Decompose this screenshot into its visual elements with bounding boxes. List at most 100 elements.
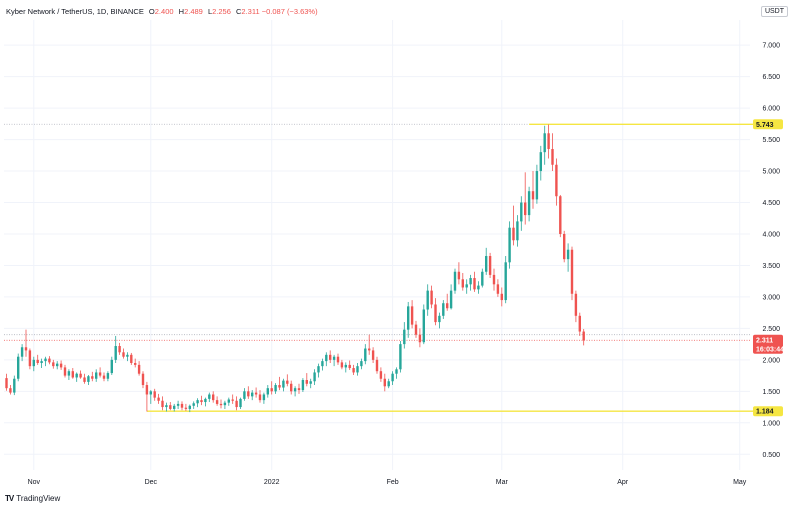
candle-body xyxy=(547,133,550,150)
candle-body xyxy=(219,403,223,406)
candle-body xyxy=(5,378,8,389)
candle-body xyxy=(449,290,453,309)
candle-body xyxy=(184,407,188,409)
candle-body xyxy=(67,371,71,376)
y-tick-label: 4.000 xyxy=(762,231,780,238)
symbol-legend: Kyber Network / TetherUS, 1D, BINANCE O2… xyxy=(6,7,318,16)
candle-body xyxy=(28,350,32,367)
candle-body xyxy=(134,363,137,365)
candle-body xyxy=(438,315,441,323)
candle-body xyxy=(17,356,20,379)
candle-body xyxy=(215,400,219,404)
high-value: 2.489 xyxy=(184,7,203,16)
candle-body xyxy=(352,368,355,373)
candle-body xyxy=(223,402,227,406)
candle-body xyxy=(570,249,574,294)
candle-body xyxy=(278,385,281,388)
candle-body xyxy=(251,392,254,397)
candle-body xyxy=(247,391,250,397)
candle-body xyxy=(508,227,511,263)
candle-body xyxy=(141,373,145,386)
candle-body xyxy=(286,380,289,384)
candle-body xyxy=(63,367,67,376)
candle-body xyxy=(473,278,476,290)
candle-body xyxy=(395,369,398,374)
candle-body xyxy=(512,227,515,241)
candle-body xyxy=(496,284,500,294)
candle-body xyxy=(410,306,414,325)
candle-body xyxy=(539,152,542,172)
candle-body xyxy=(192,403,195,406)
candle-body xyxy=(231,399,234,401)
candle-body xyxy=(196,400,199,404)
x-tick-label: Nov xyxy=(28,479,41,486)
candle-body xyxy=(79,373,82,378)
candle-body xyxy=(492,274,496,285)
candle-body xyxy=(555,164,558,197)
candle-body xyxy=(485,256,488,272)
candle-body xyxy=(313,372,316,382)
candle-body xyxy=(399,344,402,370)
time-axis[interactable]: NovDec2022FebMarAprMayJun xyxy=(28,479,800,486)
last-price-label-text: 2.311 xyxy=(756,337,773,344)
candle-body xyxy=(305,380,308,384)
candle-body xyxy=(578,315,581,332)
candle-body xyxy=(71,371,74,378)
currency-button[interactable]: USDT xyxy=(760,6,788,17)
x-tick-label: Mar xyxy=(496,479,509,486)
candle-body xyxy=(371,350,375,360)
candle-body xyxy=(317,366,320,373)
level-price-label xyxy=(753,406,783,417)
candle-body xyxy=(126,354,129,357)
candle-body xyxy=(106,373,110,379)
candle-body xyxy=(44,358,47,362)
last-price-label-text: 16:03:44 xyxy=(756,346,784,353)
candle-body xyxy=(262,394,266,401)
candle-body xyxy=(500,293,503,301)
candle-body xyxy=(344,364,347,368)
candle-body xyxy=(102,375,106,379)
candle-body xyxy=(212,394,215,401)
last-price-label xyxy=(753,334,783,354)
y-tick-label: 6.500 xyxy=(762,74,780,81)
candle-body xyxy=(87,376,90,382)
y-tick-label: 1.500 xyxy=(762,389,780,396)
candle-body xyxy=(122,352,125,357)
candle-body xyxy=(348,364,351,369)
candle-body xyxy=(137,364,141,374)
candle-body xyxy=(59,363,63,368)
candle-body xyxy=(149,391,152,395)
symbol-title[interactable]: Kyber Network / TetherUS, 1D, BINANCE xyxy=(6,7,144,16)
candle-body xyxy=(566,249,570,260)
candle-body xyxy=(387,381,390,387)
candle-body xyxy=(418,334,422,343)
candle-body xyxy=(13,378,16,393)
candle-body xyxy=(360,361,363,367)
candle-body xyxy=(110,359,113,374)
candle-body xyxy=(465,284,468,288)
candle-body xyxy=(118,346,121,353)
candle-body xyxy=(531,191,535,200)
open-value: 2.400 xyxy=(154,7,174,16)
candle-body xyxy=(520,202,523,222)
candle-body xyxy=(340,362,344,368)
level-price-label-text: 5.743 xyxy=(756,122,774,129)
candle-body xyxy=(235,400,238,408)
candle-body xyxy=(297,388,301,391)
y-tick-label: 3.000 xyxy=(762,294,780,301)
level-price-label-text: 1.184 xyxy=(756,409,774,416)
candle-body xyxy=(481,271,484,286)
price-axis[interactable]: 0.500 1.000 1.500 2.000 2.500 3.000 3.500 4.000… xyxy=(762,43,780,459)
candle-body xyxy=(130,354,133,364)
candle-body xyxy=(426,290,429,310)
candle-body xyxy=(301,380,305,391)
candle-body xyxy=(504,262,507,301)
candle-body xyxy=(114,346,117,360)
tradingview-brand[interactable]: TV TradingView xyxy=(5,494,60,503)
candle-body xyxy=(52,362,55,367)
candle-body xyxy=(56,363,59,367)
low-label: L xyxy=(207,7,213,16)
candle-body xyxy=(414,324,418,335)
candle-body xyxy=(258,394,262,401)
